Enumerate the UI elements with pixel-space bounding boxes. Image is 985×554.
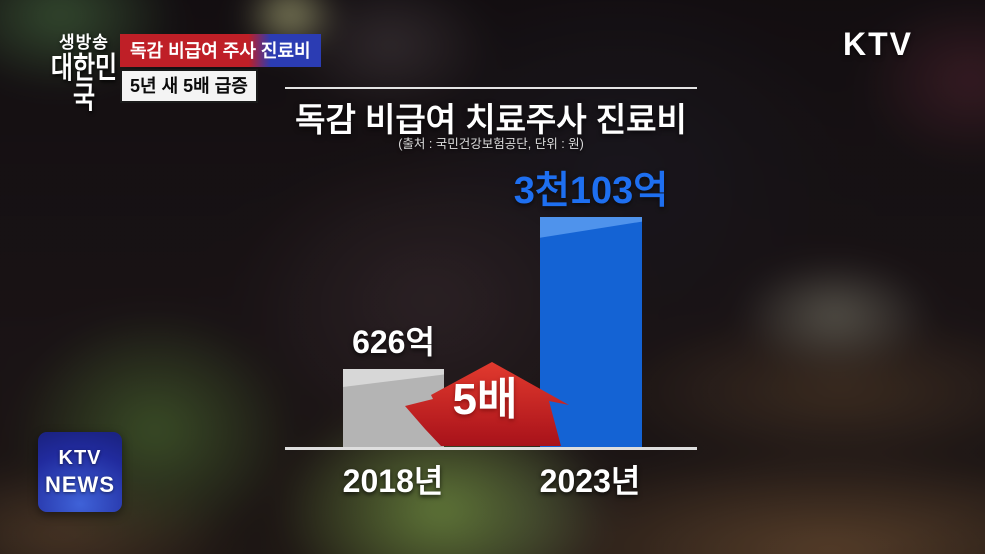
headline-secondary: 5년 새 5배 급증 bbox=[120, 69, 258, 103]
value-label-2023: 3천103억 bbox=[513, 170, 669, 212]
headline-primary: 독감 비급여 주사 진료비 bbox=[120, 34, 321, 67]
increase-arrow-icon bbox=[405, 362, 569, 446]
program-logo-line2: 대한민국 bbox=[50, 52, 118, 115]
chart-baseline bbox=[285, 447, 697, 450]
chart-title: 독감 비급여 치료주사 진료비 bbox=[295, 101, 687, 138]
chart-source-note: (출처 : 국민건강보험공단, 단위 : 원) bbox=[398, 137, 584, 151]
category-label-2023: 2023년 bbox=[539, 463, 641, 499]
news-badge-line1: KTV bbox=[58, 446, 102, 469]
channel-watermark: KTV bbox=[843, 26, 913, 62]
bar-2023 bbox=[540, 217, 642, 447]
category-label-2018: 2018년 bbox=[342, 463, 444, 499]
chart-top-rule bbox=[285, 87, 697, 89]
ktv-news-badge: KTV NEWS bbox=[38, 432, 122, 512]
program-logo: 생방송 대한민국 bbox=[36, 34, 132, 114]
news-badge-line2: NEWS bbox=[45, 471, 115, 497]
headline-banners: 독감 비급여 주사 진료비 5년 새 5배 급증 bbox=[120, 34, 321, 103]
growth-annotation: 5배 bbox=[452, 375, 518, 424]
value-label-2018: 626억 bbox=[352, 324, 435, 360]
program-logo-line1: 생방송 bbox=[59, 33, 109, 52]
